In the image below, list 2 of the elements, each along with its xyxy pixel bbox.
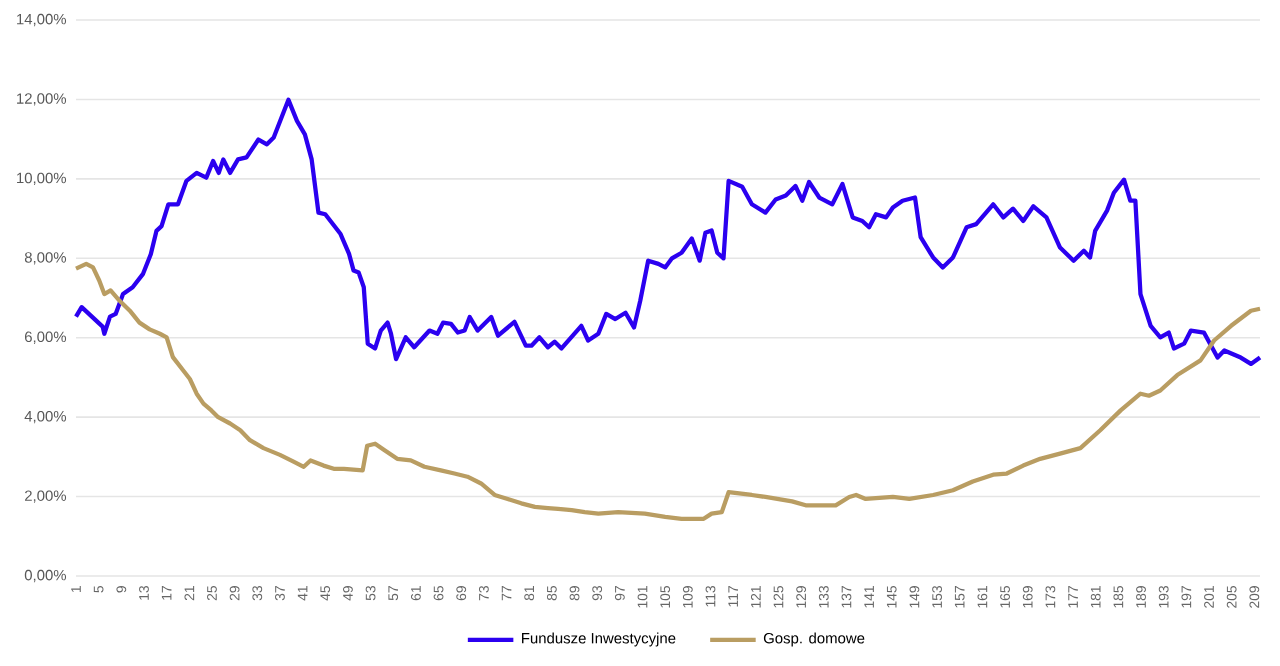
- line-series: [73, 97, 1263, 367]
- line-series: [73, 261, 1263, 521]
